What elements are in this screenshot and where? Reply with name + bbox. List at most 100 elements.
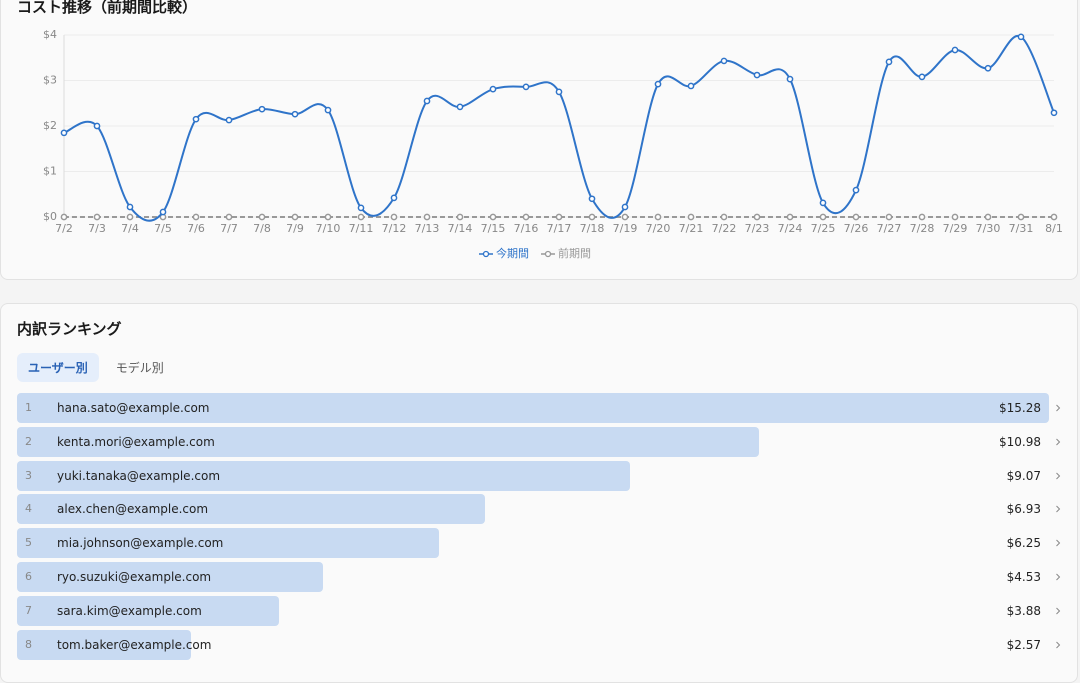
chevron bbox=[1056, 472, 1061, 479]
chevron-icon bbox=[1056, 506, 1061, 513]
data-point bbox=[489, 85, 497, 93]
line-chart: $0 $1 $2 $3 $4 7/2 7/3 7/4 7/5 7/6 7/7 7/8 7/9 7/10 7/… bbox=[43, 28, 1063, 260]
x-tick-label: 7/15 bbox=[481, 222, 506, 235]
tab[interactable]: モデル別 bbox=[115, 361, 164, 375]
x-tick-label: 7/29 bbox=[943, 222, 968, 235]
data-point bbox=[522, 213, 530, 221]
chevron-icon bbox=[1056, 539, 1061, 547]
x-tick-label: 7/4 bbox=[121, 222, 139, 235]
data-point bbox=[984, 213, 992, 221]
email: alex.chen@example.com bbox=[57, 502, 209, 517]
tab-bar: ユーザー別 モデル別 bbox=[17, 353, 175, 382]
chevron bbox=[1056, 607, 1061, 615]
x-tick-label: 7/10 bbox=[316, 222, 341, 235]
bar bbox=[17, 528, 440, 559]
data-point bbox=[951, 46, 959, 54]
bar bbox=[17, 595, 280, 626]
data-point bbox=[291, 110, 299, 118]
ranking-row[interactable]: 5 mia.johnson@example.com $6.25 bbox=[17, 528, 1065, 559]
y-tick-label: $3 bbox=[43, 74, 57, 87]
ranking-row[interactable]: 3 yuki.tanaka@example.com $9.07 bbox=[17, 460, 1065, 491]
rank: 3 bbox=[25, 468, 32, 482]
x-tick-label: 8/1 bbox=[1045, 222, 1063, 235]
email: kenta.mori@example.com bbox=[57, 434, 215, 449]
ranking-row[interactable]: 2 kenta.mori@example.com $10.98 bbox=[17, 426, 1065, 457]
data-point bbox=[390, 213, 398, 221]
data-point bbox=[1050, 213, 1058, 221]
bar bbox=[17, 494, 486, 525]
cost-trend-card: コスト推移（前期間比較） $0 $1 $2 $3 $4 7/2 7/3 7/4 7/5 7/6 7/… bbox=[0, 0, 1078, 280]
rank: 5 bbox=[25, 536, 32, 550]
value-label: $6.25 bbox=[1006, 536, 1041, 551]
x-tick-label: 7/11 bbox=[349, 222, 374, 235]
x-tick-label: 7/7 bbox=[220, 222, 238, 235]
legend-swatch bbox=[482, 250, 490, 258]
y-tick-label: $2 bbox=[43, 119, 57, 132]
data-point bbox=[654, 213, 662, 221]
data-point bbox=[324, 213, 332, 221]
tab[interactable]: ユーザー別 bbox=[17, 353, 99, 382]
data-point bbox=[819, 199, 827, 207]
x-tick-label: 7/26 bbox=[844, 222, 869, 235]
x-tick-label: 7/25 bbox=[811, 222, 836, 235]
x-tick-label: 7/8 bbox=[253, 222, 271, 235]
x-tick-label: 7/5 bbox=[154, 222, 172, 235]
x-tick-label: 7/31 bbox=[1009, 222, 1034, 235]
rank: 2 bbox=[25, 434, 32, 448]
data-point bbox=[60, 213, 68, 221]
data-point bbox=[1017, 213, 1025, 221]
legend-label: 今期間 bbox=[496, 246, 529, 260]
data-point bbox=[357, 204, 365, 212]
data-point bbox=[192, 115, 200, 123]
data-point bbox=[951, 213, 959, 221]
data-point bbox=[885, 213, 893, 221]
data-point bbox=[423, 97, 431, 105]
x-tick-label: 7/19 bbox=[613, 222, 638, 235]
x-tick-label: 7/6 bbox=[187, 222, 205, 235]
x-tick-label: 7/20 bbox=[646, 222, 671, 235]
ranking-row[interactable]: 7 sara.kim@example.com $3.88 bbox=[17, 595, 1065, 626]
bar bbox=[17, 460, 630, 491]
x-tick-label: 7/27 bbox=[877, 222, 902, 235]
chevron bbox=[1056, 539, 1061, 547]
data-point bbox=[753, 213, 761, 221]
x-tick-label: 7/28 bbox=[910, 222, 935, 235]
data-point bbox=[390, 194, 398, 202]
chevron-icon bbox=[1056, 607, 1061, 615]
x-tick-label: 7/3 bbox=[88, 222, 106, 235]
ranking-row[interactable]: 6 ryo.suzuki@example.com $4.53 bbox=[17, 562, 1065, 592]
email: sara.kim@example.com bbox=[57, 603, 202, 618]
chevron-icon bbox=[1056, 472, 1061, 479]
data-point bbox=[588, 213, 596, 221]
email: mia.johnson@example.com bbox=[57, 536, 224, 551]
data-point bbox=[687, 82, 695, 90]
data-point bbox=[753, 71, 761, 79]
data-point bbox=[918, 73, 926, 81]
data-point bbox=[225, 116, 233, 124]
data-point bbox=[555, 213, 563, 221]
x-tick-label: 7/2 bbox=[55, 222, 73, 235]
legend-swatch bbox=[544, 250, 552, 258]
data-point bbox=[555, 88, 563, 96]
x-tick-label: 7/23 bbox=[745, 222, 770, 235]
data-point bbox=[621, 213, 629, 221]
data-point bbox=[720, 57, 728, 65]
data-point bbox=[225, 213, 233, 221]
x-tick-label: 7/30 bbox=[976, 222, 1001, 235]
data-point bbox=[852, 186, 860, 194]
data-point bbox=[1017, 33, 1025, 41]
rank: 7 bbox=[25, 603, 32, 617]
ranking-row[interactable]: 1 hana.sato@example.com $15.28 bbox=[17, 393, 1065, 423]
value-label: $9.07 bbox=[1006, 468, 1041, 483]
ranking-row[interactable]: 4 alex.chen@example.com $6.93 bbox=[17, 494, 1065, 525]
x-tick-label: 7/18 bbox=[580, 222, 605, 235]
data-point bbox=[291, 213, 299, 221]
ranking-row[interactable]: 8 tom.baker@example.com $2.57 bbox=[17, 629, 1065, 660]
rank: 4 bbox=[25, 502, 32, 516]
card-title: 内訳ランキング bbox=[17, 320, 122, 338]
y-tick-label: $4 bbox=[43, 28, 57, 41]
ranking-card: 内訳ランキング ユーザー別 モデル別 1 hana.sato@example.com… bbox=[0, 303, 1078, 683]
data-point bbox=[423, 213, 431, 221]
x-tick-label: 7/17 bbox=[547, 222, 572, 235]
x-tick-label: 7/22 bbox=[712, 222, 737, 235]
